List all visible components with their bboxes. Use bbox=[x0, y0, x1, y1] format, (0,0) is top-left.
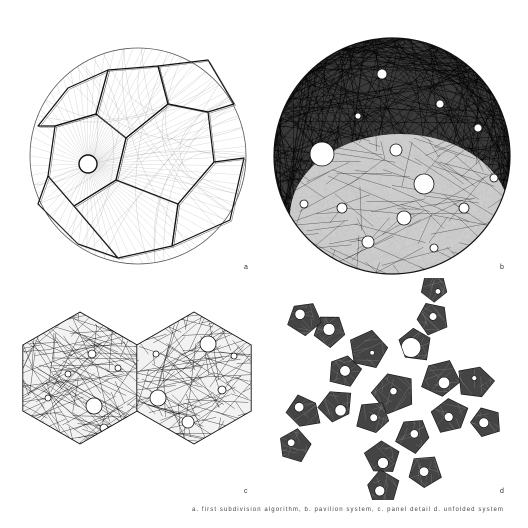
unfolded-cell bbox=[421, 278, 447, 303]
panel-opening bbox=[199, 335, 217, 353]
subdivided-sphere-drawing bbox=[29, 47, 247, 265]
figure-caption: a. first subdivision algorithm, b. pavil… bbox=[191, 507, 504, 513]
panel-a-first-subdivision: a bbox=[8, 8, 258, 278]
panel-opening bbox=[152, 350, 160, 358]
subdivision-cell bbox=[157, 59, 235, 113]
pavilion-opening bbox=[435, 99, 445, 109]
panel-detail-drawing bbox=[22, 311, 252, 445]
pavilion-opening bbox=[309, 141, 335, 167]
unfolded-cell bbox=[409, 457, 442, 488]
subdivision-cell bbox=[73, 179, 179, 259]
panel-label-d: d bbox=[500, 488, 505, 495]
unfolded-cell bbox=[314, 317, 345, 348]
unfolded-cell bbox=[398, 328, 431, 360]
panel-b-pavilion-system: b bbox=[264, 8, 520, 278]
subdivision-cell bbox=[171, 157, 245, 247]
subdivision-cell bbox=[37, 69, 109, 127]
thread-sphere bbox=[274, 38, 510, 274]
panel-c-panel-detail: c bbox=[8, 278, 258, 500]
panel-opening bbox=[64, 370, 72, 378]
pavilion-opening bbox=[389, 143, 403, 157]
panel-label-a: a bbox=[244, 264, 249, 271]
panel-label-c: c bbox=[244, 488, 248, 495]
unfolded-system-drawing bbox=[280, 278, 500, 500]
unfolded-cell bbox=[458, 367, 495, 397]
panel-opening bbox=[87, 349, 97, 359]
pavilion-opening bbox=[361, 235, 375, 249]
pavilion-opening bbox=[354, 112, 362, 120]
pavilion-opening bbox=[473, 123, 483, 133]
pavilion-opening bbox=[336, 202, 348, 214]
pavilion-sphere-drawing bbox=[273, 37, 511, 275]
panel-opening bbox=[114, 364, 122, 372]
unfolded-cell bbox=[395, 420, 429, 454]
unfolded-cell bbox=[350, 330, 388, 368]
subdivision-cell bbox=[37, 175, 119, 259]
central-opening bbox=[78, 154, 98, 174]
unfolded-cell bbox=[317, 391, 351, 422]
pavilion-opening bbox=[429, 243, 439, 253]
pavilion-opening bbox=[396, 210, 412, 226]
panel-opening bbox=[149, 389, 167, 407]
unfolded-cell bbox=[286, 394, 320, 427]
pavilion-opening bbox=[299, 199, 309, 209]
panel-opening bbox=[99, 423, 109, 433]
pavilion-opening bbox=[413, 173, 435, 195]
sphere-wireframe bbox=[29, 47, 247, 265]
panel-opening bbox=[217, 385, 227, 395]
panel-label-b: b bbox=[500, 264, 505, 271]
pavilion-opening bbox=[489, 173, 499, 183]
panel-opening bbox=[44, 394, 52, 402]
pavilion-opening bbox=[458, 202, 470, 214]
pavilion-opening bbox=[376, 68, 388, 80]
panel-opening bbox=[181, 415, 195, 429]
panel-d-unfolded-system: d bbox=[264, 278, 520, 500]
panel-opening bbox=[85, 397, 103, 415]
panel-opening bbox=[230, 352, 238, 360]
